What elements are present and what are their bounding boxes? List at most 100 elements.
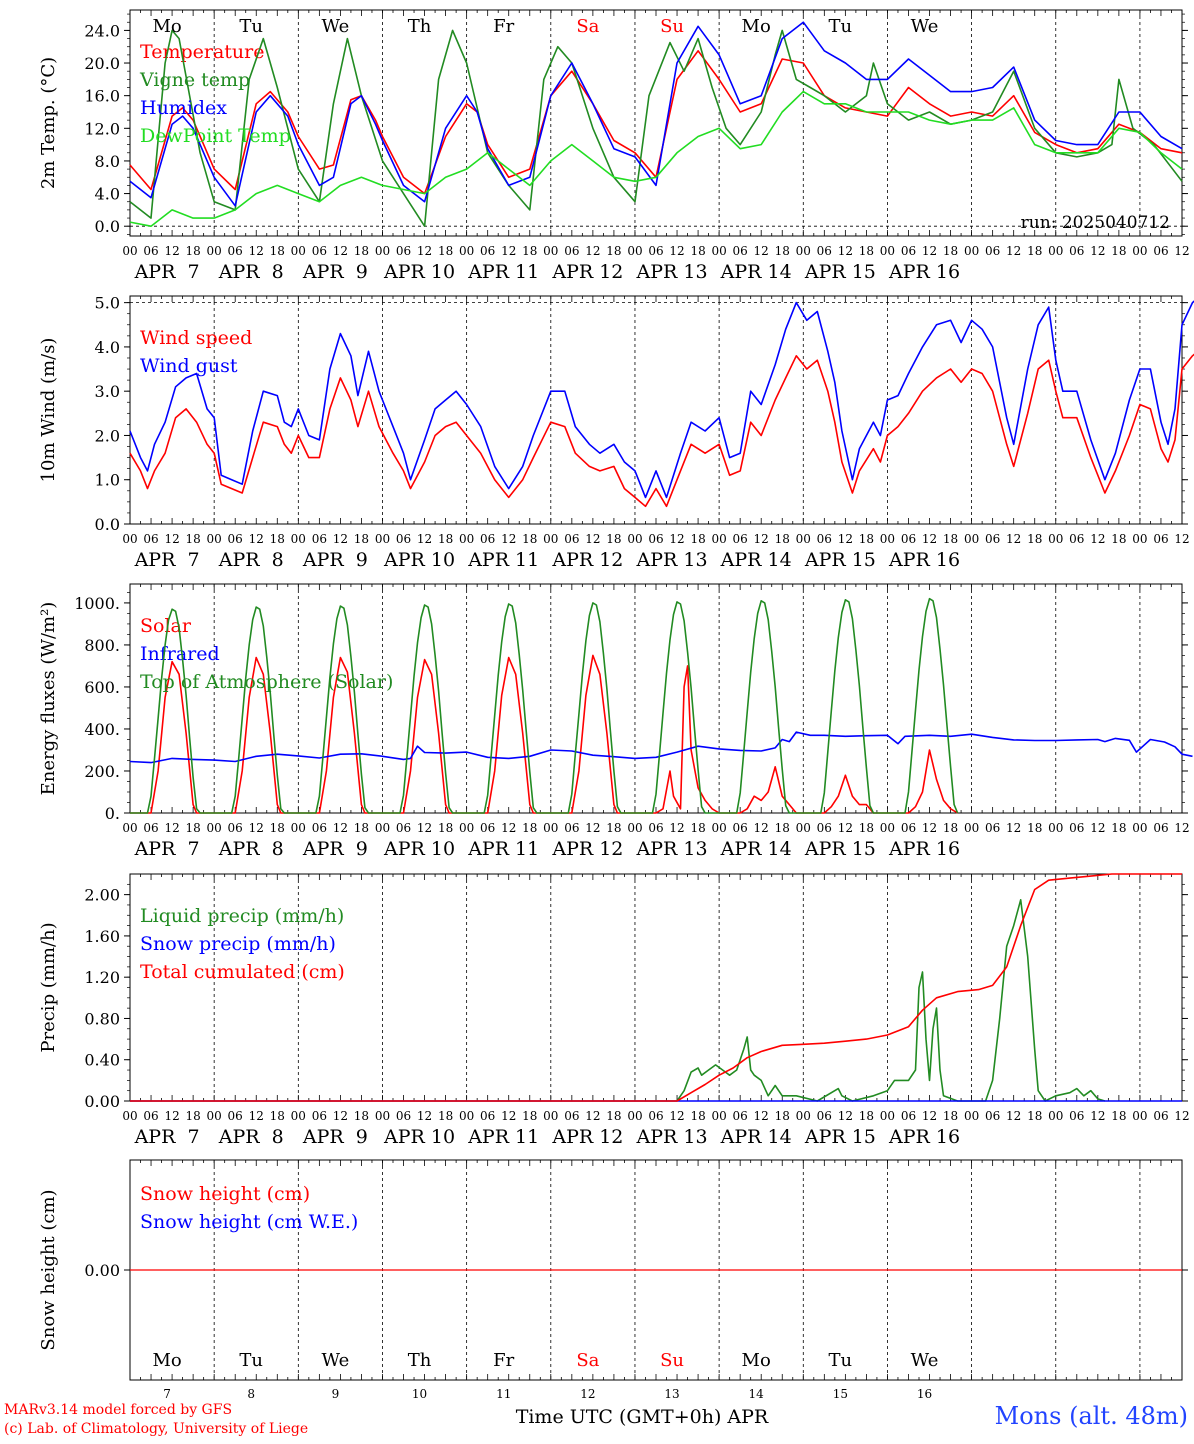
date-label: APR 12 xyxy=(551,549,623,571)
hour-label: 12 xyxy=(164,821,179,835)
y-axis-label: 10m Wind (m/s) xyxy=(38,338,59,483)
date-label: APR 11 xyxy=(467,838,539,860)
legend-entry: Temperature xyxy=(140,41,264,63)
hour-label: 06 xyxy=(312,1109,327,1123)
date-label: APR 9 xyxy=(302,549,368,571)
y-tick-label: 0.00 xyxy=(84,1261,120,1280)
date-label: APR 9 xyxy=(302,1126,368,1148)
hour-label: 06 xyxy=(1153,1109,1168,1123)
hour-label: 12 xyxy=(501,821,516,835)
footer-model-credit: MARv3.14 model forced by GFS xyxy=(4,1402,233,1418)
y-tick-label: 1.20 xyxy=(84,968,120,987)
hour-label: 00 xyxy=(796,1109,811,1123)
date-label: APR 7 xyxy=(134,261,200,283)
hour-label: 12 xyxy=(1174,532,1189,546)
hour-label: 00 xyxy=(627,532,642,546)
y-axis-label: Snow height (cm) xyxy=(38,1189,59,1350)
day-name: Fr xyxy=(493,1350,514,1371)
hour-label: 00 xyxy=(627,821,642,835)
hour-label: 06 xyxy=(480,244,495,258)
day-number: 7 xyxy=(163,1387,171,1401)
hour-label: 12 xyxy=(754,1109,769,1123)
y-tick-label: 4.0 xyxy=(95,338,120,357)
hour-label: 18 xyxy=(859,1109,874,1123)
hour-label: 18 xyxy=(943,1109,958,1123)
date-label: APR 9 xyxy=(302,838,368,860)
hour-label: 12 xyxy=(838,821,853,835)
hour-label: 06 xyxy=(480,1109,495,1123)
day-name: Tu xyxy=(239,16,263,37)
hour-label: 18 xyxy=(354,821,369,835)
hour-label: 06 xyxy=(1153,532,1168,546)
hour-label: 12 xyxy=(1090,532,1105,546)
hour-label: 06 xyxy=(312,532,327,546)
hour-label: 18 xyxy=(522,532,537,546)
hour-label: 12 xyxy=(669,532,684,546)
date-label: APR 16 xyxy=(888,838,960,860)
date-label: APR 15 xyxy=(804,549,876,571)
hour-label: 18 xyxy=(606,821,621,835)
hour-label: 06 xyxy=(228,244,243,258)
hour-label: 12 xyxy=(754,244,769,258)
hour-label: 00 xyxy=(880,821,895,835)
y-tick-label: 3.0 xyxy=(95,382,120,401)
hour-label: 12 xyxy=(585,532,600,546)
hour-label: 06 xyxy=(1069,244,1084,258)
day-number: 10 xyxy=(412,1387,427,1401)
hour-label: 12 xyxy=(922,1109,937,1123)
day-name: Mo xyxy=(742,16,771,37)
hour-label: 18 xyxy=(270,821,285,835)
hour-label: 18 xyxy=(943,532,958,546)
hour-label: 12 xyxy=(1174,1109,1189,1123)
hour-label: 06 xyxy=(480,532,495,546)
day-name: We xyxy=(322,1350,350,1371)
hour-label: 18 xyxy=(185,244,200,258)
hour-label: 00 xyxy=(291,821,306,835)
panel-5: 0.00 Snow height (cm) Snow height (cm) Snow… xyxy=(38,1159,1188,1428)
hour-label: 18 xyxy=(438,821,453,835)
hour-label: 12 xyxy=(164,532,179,546)
hour-label: 00 xyxy=(122,821,137,835)
day-number: 15 xyxy=(833,1387,848,1401)
day-name: We xyxy=(911,16,939,37)
hour-label: 12 xyxy=(164,1109,179,1123)
hour-label: 06 xyxy=(228,1109,243,1123)
y-axis-label: 2m Temp. (°C) xyxy=(38,57,59,189)
hour-label: 06 xyxy=(901,244,916,258)
date-label: APR 7 xyxy=(134,838,200,860)
legend-entry: Top of Atmosphere (Solar) xyxy=(140,671,393,693)
day-name: Mo xyxy=(152,1350,181,1371)
footer-copyright: (c) Lab. of Climatology, University of L… xyxy=(4,1421,309,1437)
hour-label: 00 xyxy=(964,244,979,258)
hour-label: 12 xyxy=(754,532,769,546)
date-label: APR 15 xyxy=(804,838,876,860)
hour-label: 00 xyxy=(543,821,558,835)
date-label: APR 11 xyxy=(467,1126,539,1148)
hour-label: 00 xyxy=(375,244,390,258)
hour-label: 00 xyxy=(880,244,895,258)
series-line xyxy=(130,899,1106,1102)
legend-entry: Wind gust xyxy=(140,355,238,377)
hour-label: 12 xyxy=(333,532,348,546)
hour-label: 06 xyxy=(564,244,579,258)
day-number: 11 xyxy=(496,1387,511,1401)
y-tick-label: 1000. xyxy=(74,594,120,613)
hour-label: 06 xyxy=(817,532,832,546)
y-tick-label: 5.0 xyxy=(95,294,120,313)
series-line xyxy=(129,300,1194,499)
hour-label: 12 xyxy=(1006,821,1021,835)
y-tick-label: 24.0 xyxy=(84,21,120,40)
hour-label: 06 xyxy=(143,1109,158,1123)
y-tick-label: 16.0 xyxy=(84,87,120,106)
hour-label: 12 xyxy=(1174,821,1189,835)
x-axis-label: Time UTC (GMT+0h) APR xyxy=(516,1406,769,1428)
hour-label: 06 xyxy=(1153,244,1168,258)
y-tick-label: 1.60 xyxy=(84,927,120,946)
y-tick-label: 0.00 xyxy=(84,1092,120,1111)
legend-entry: DewPoint Temp xyxy=(140,125,291,147)
date-label: APR 14 xyxy=(720,838,792,860)
series-line xyxy=(129,353,1194,508)
day-name: Su xyxy=(660,16,684,37)
y-tick-label: 200. xyxy=(84,762,120,781)
